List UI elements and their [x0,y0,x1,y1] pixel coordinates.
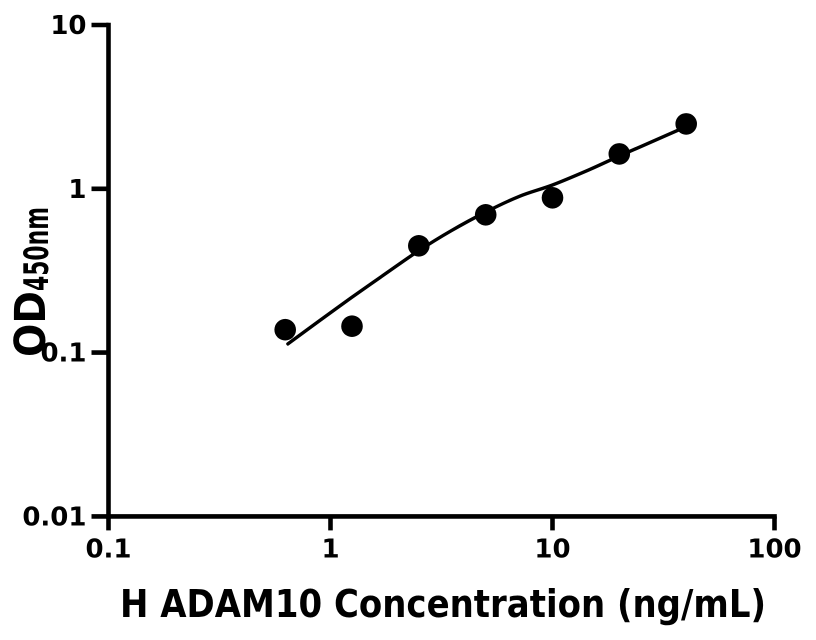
y-tick-label: 1 [68,175,86,205]
y-tick-label: 0.1 [40,339,86,369]
data-point-4 [474,204,497,226]
data-point-6 [608,143,631,165]
data-point-7 [675,113,697,135]
y-axis-title-subscript: 450nm [17,207,57,291]
y-axis-title-main: OD [6,291,56,357]
data-point-1 [274,318,297,341]
x-tick-label: 10 [534,534,570,564]
x-tick-label: 1 [321,534,339,564]
x-tick-label: 100 [747,534,801,564]
data-point-3 [408,235,430,257]
data-point-5 [541,187,564,209]
y-tick-label: 0.01 [22,502,86,532]
x-tick-label: 0.1 [85,534,131,564]
x-axis-title: H ADAM10 Concentration (ng/mL) [120,582,766,626]
y-axis-title: OD450nm [6,207,57,357]
y-tick-label: 10 [50,11,86,41]
data-point-2 [341,315,363,338]
